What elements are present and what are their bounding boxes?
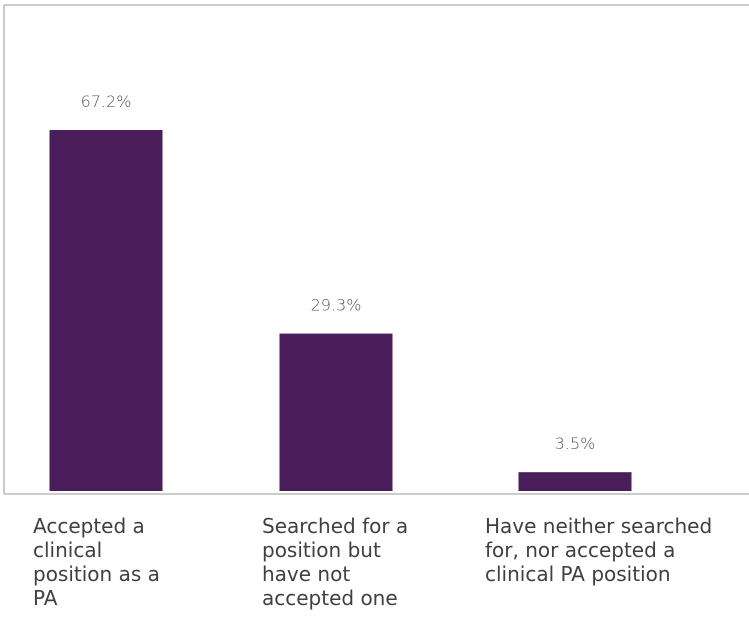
category-label-searched: Searched for a position but have not acc… <box>262 514 409 610</box>
value-label-accepted: 67.2% <box>81 92 132 111</box>
value-label-neither: 3.5% <box>555 434 596 453</box>
bar-neither <box>518 472 632 491</box>
bars-group <box>49 130 632 491</box>
category-label-accepted: Accepted a clinical position as a PA <box>33 514 160 610</box>
bar-accepted <box>49 130 163 491</box>
value-label-searched: 29.3% <box>311 296 362 315</box>
bar-searched <box>279 333 393 491</box>
category-label-neither: Have neither searched for, nor accepted … <box>485 514 713 586</box>
value-labels-group: 67.2% 29.3% 3.5% <box>81 92 596 453</box>
